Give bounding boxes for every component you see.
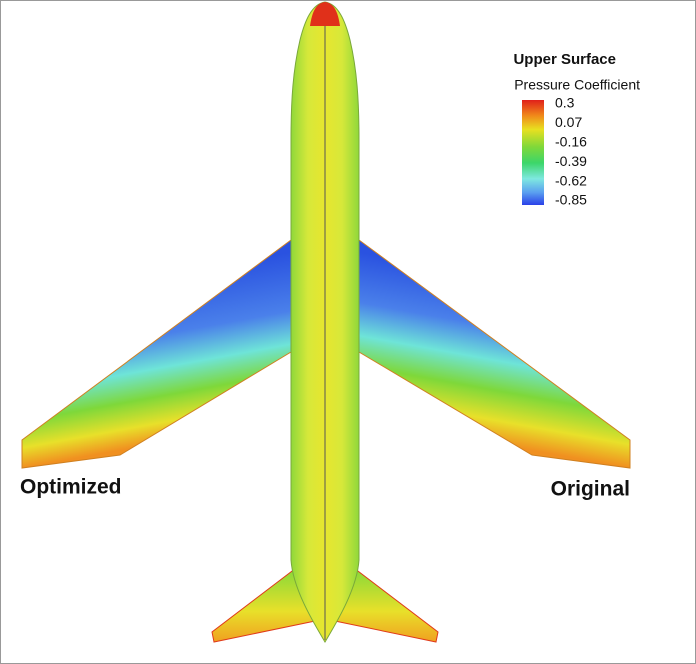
aircraft [21, 1, 631, 643]
colorbar-tick-label: 0.07 [555, 114, 582, 130]
legend-subtitle: Pressure Coefficient [514, 77, 640, 93]
colorbar-tick-label: 0.3 [555, 95, 575, 111]
colorbar-tick-label: -0.39 [555, 153, 587, 169]
nose [310, 2, 340, 26]
colorbar-tick-label: -0.16 [555, 134, 587, 150]
left-label: Optimized [20, 476, 122, 499]
colorbar-tick-label: -0.85 [555, 192, 587, 208]
legend-title: Upper Surface [513, 51, 616, 68]
colorbar-ticks: 0.3 0.07 -0.16 -0.39 -0.62 -0.85 [555, 95, 587, 208]
colorbar-tick-label: -0.62 [555, 172, 587, 188]
right-label: Original [551, 478, 630, 501]
colorbar [522, 100, 544, 205]
